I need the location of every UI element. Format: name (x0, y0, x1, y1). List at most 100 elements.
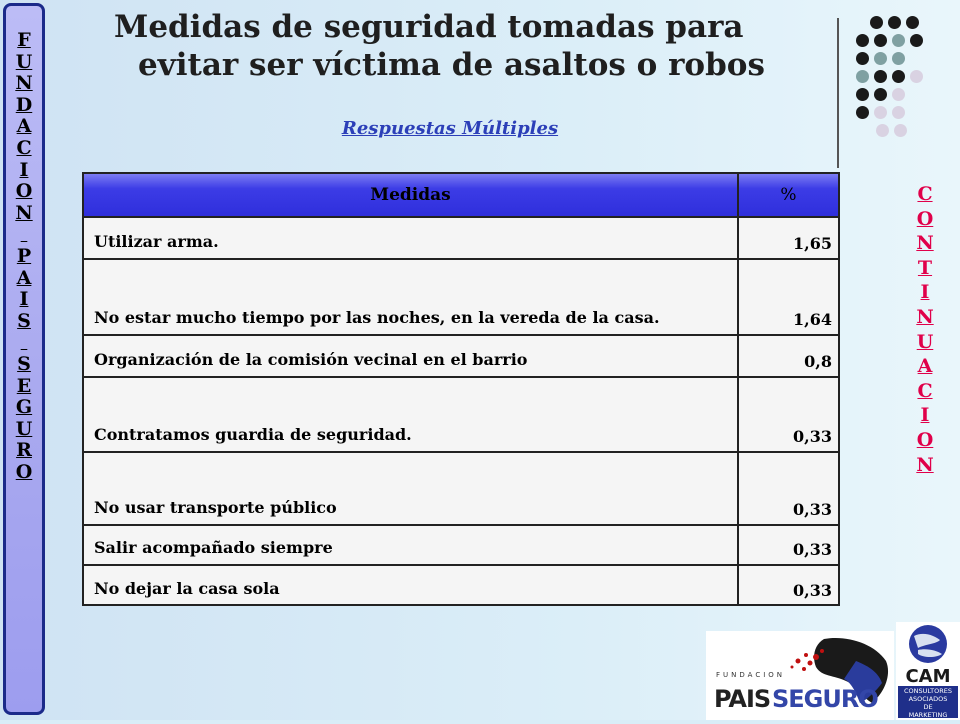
left-bar-letter: R (16, 439, 32, 462)
decorative-dot (856, 88, 869, 101)
table-row: Contratamos guardia de seguridad. 0,33 (84, 376, 838, 451)
row-medida-text: No estar mucho tiempo por las noches, en… (94, 308, 660, 327)
row-percent: 1,64 (793, 310, 832, 329)
title-line-1: Medidas de seguridad tomadas para (114, 9, 744, 45)
decorative-dot (876, 124, 889, 137)
table-row: Utilizar arma. 1,65 (84, 216, 838, 258)
divider-line (837, 18, 839, 168)
row-percent: 0,33 (793, 540, 832, 559)
svg-text:PAIS: PAIS (714, 685, 770, 713)
decorative-dot (874, 106, 887, 119)
left-bar-letter: U (15, 417, 33, 440)
row-medida-text: Organización de la comisión vecinal en e… (94, 350, 528, 369)
decorative-dot (894, 124, 907, 137)
left-bar-letter: S (17, 352, 31, 375)
row-percent: 0,8 (804, 352, 832, 371)
table-row: Salir acompañado siempre 0,33 (84, 524, 838, 564)
continuacion-letter: I (920, 281, 930, 304)
row-medida: No usar transporte público (84, 453, 739, 524)
row-medida-text: No dejar la casa sola (94, 579, 280, 598)
left-bar-letter: G (15, 396, 33, 419)
medidas-table: Medidas % Utilizar arma. 1,65 No estar muc… (82, 172, 840, 606)
decorative-dot (892, 106, 905, 119)
left-bar-letter: U (15, 50, 33, 73)
left-bar-letter: I (19, 158, 29, 181)
continuacion-letter: N (916, 232, 934, 255)
continuacion-letter: I (920, 404, 930, 427)
decorative-dot (856, 34, 869, 47)
decorative-dot (874, 34, 887, 47)
row-medida: Contratamos guardia de seguridad. (84, 378, 739, 451)
table-row: Organización de la comisión vecinal en e… (84, 334, 838, 376)
row-medida-text: Utilizar arma. (94, 232, 219, 251)
table-row: No usar transporte público 0,33 (84, 451, 838, 524)
decorative-dot (870, 16, 883, 29)
table-header: Medidas % (84, 174, 838, 216)
fundacion-pais-seguro-logo: FUNDACION PAIS SEGURO (706, 631, 894, 720)
decorative-dot (910, 70, 923, 83)
left-bar-letter: A (16, 115, 32, 138)
row-percent: 1,65 (793, 234, 832, 253)
row-percent: 0,33 (793, 427, 832, 446)
table-row: No estar mucho tiempo por las noches, en… (84, 258, 838, 334)
left-bar-letter: O (15, 180, 33, 203)
row-medida: No estar mucho tiempo por las noches, en… (84, 260, 739, 334)
left-bar-letter: P (16, 244, 32, 267)
decorative-dot (906, 16, 919, 29)
decorative-dot (888, 16, 901, 29)
svg-text:MARKETING: MARKETING (909, 711, 948, 719)
continuacion-letter: C (917, 183, 933, 205)
row-medida-text: Salir acompañado siempre (94, 538, 333, 557)
row-medida: No dejar la casa sola (84, 566, 739, 605)
decorative-dot (892, 70, 905, 83)
svg-text:DE: DE (923, 703, 932, 711)
decorative-dot (874, 70, 887, 83)
decorative-dot (874, 88, 887, 101)
continuacion-letter: O (916, 428, 934, 451)
row-percent: 0,33 (793, 581, 832, 600)
left-bar-letter (21, 224, 28, 246)
decorative-dot (856, 70, 869, 83)
row-medida-text: No usar transporte público (94, 498, 337, 517)
svg-text:CAM: CAM (905, 666, 950, 687)
continuacion-letter: U (916, 330, 934, 353)
decorative-dot (910, 34, 923, 47)
row-medida: Utilizar arma. (84, 218, 739, 258)
continuacion-letter: C (917, 379, 933, 402)
table-row: No dejar la casa sola 0,33 (84, 564, 838, 605)
svg-text:ASOCIADOS: ASOCIADOS (909, 695, 948, 703)
cam-logo: CAM CONSULTORES ASOCIADOS DE MARKETING (896, 622, 960, 720)
svg-text:CONSULTORES: CONSULTORES (904, 687, 952, 695)
row-percent: 0,33 (793, 500, 832, 519)
continuacion-letter: A (917, 355, 933, 378)
decorative-dot (856, 52, 869, 65)
title-line-2: evitar ser víctima de asaltos o robos (138, 47, 765, 83)
row-medida: Salir acompañado siempre (84, 526, 739, 564)
left-bar-letter: O (15, 460, 33, 483)
continuacion-letter: T (917, 256, 933, 279)
left-bar-letter: N (15, 201, 33, 224)
decorative-dot (892, 52, 905, 65)
logo-fundacion-text: FUNDACION (716, 671, 785, 679)
left-bar-letter: S (17, 309, 31, 332)
decorative-dots (850, 10, 960, 170)
header-percent: % (780, 185, 797, 205)
left-bar-letter: N (15, 72, 33, 95)
continuacion-letter: O (916, 207, 934, 230)
continuacion-letter: N (916, 305, 934, 328)
header-medidas: Medidas (84, 174, 739, 216)
left-bar-letter: C (16, 136, 32, 159)
decorative-dot (892, 88, 905, 101)
left-bar-letter: E (16, 374, 32, 397)
left-bar-letter: A (16, 266, 32, 289)
row-medida: Organización de la comisión vecinal en e… (84, 336, 739, 376)
continuacion-letter: N (916, 453, 934, 476)
row-medida-text: Contratamos guardia de seguridad. (94, 425, 412, 444)
subtitle-link[interactable]: Respuestas Múltiples (341, 118, 559, 139)
page-title: Medidas de seguridad tomadas para evitar… (100, 8, 800, 84)
left-bar-letter: F (17, 29, 31, 51)
decorative-dot (892, 34, 905, 47)
left-bar-letter: D (15, 93, 33, 116)
